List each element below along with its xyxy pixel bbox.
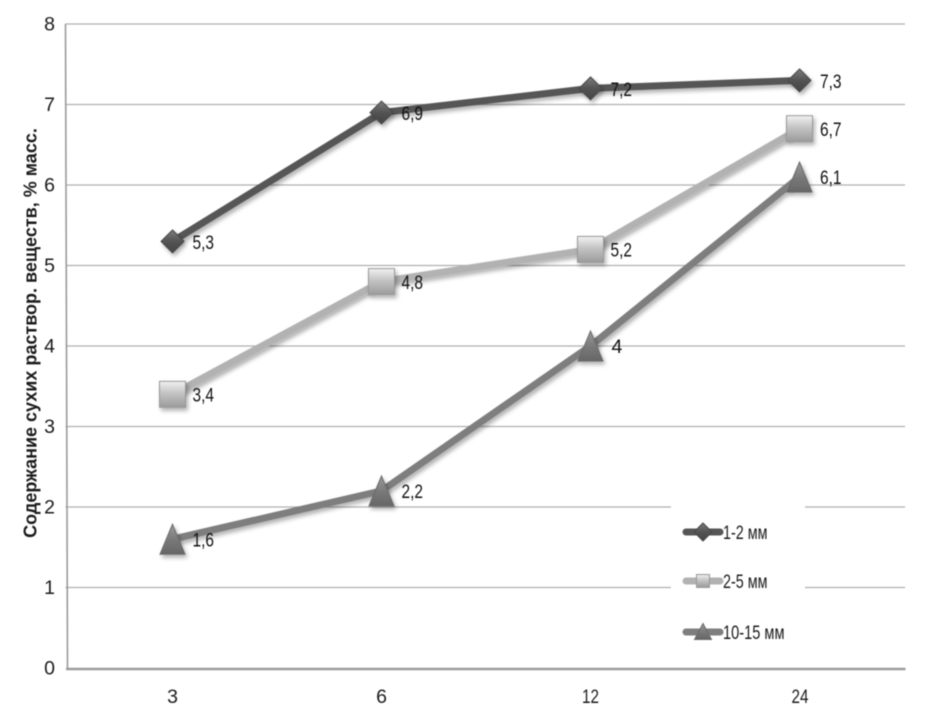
svg-text:1-2 мм: 1-2 мм [723, 522, 768, 544]
svg-text:6,7: 6,7 [820, 119, 842, 141]
svg-text:3: 3 [167, 686, 178, 708]
svg-text:3,4: 3,4 [193, 385, 215, 407]
svg-text:6,1: 6,1 [820, 167, 842, 189]
svg-text:1: 1 [44, 577, 55, 599]
svg-text:3: 3 [44, 416, 55, 438]
svg-text:4: 4 [44, 336, 55, 358]
svg-text:7: 7 [44, 94, 55, 116]
svg-text:10-15 мм: 10-15 мм [723, 622, 785, 644]
svg-text:2-5 мм: 2-5 мм [723, 571, 768, 593]
svg-text:1,6: 1,6 [193, 530, 215, 552]
svg-text:4: 4 [612, 336, 623, 358]
svg-text:2: 2 [44, 497, 55, 519]
svg-text:24: 24 [792, 686, 809, 708]
svg-text:Содержание сухих раствор. вещ: Содержание сухих раствор. веществ, % мас… [21, 128, 41, 538]
svg-text:5,2: 5,2 [611, 240, 633, 262]
svg-text:5: 5 [44, 255, 55, 277]
svg-text:4,8: 4,8 [402, 272, 424, 294]
svg-text:8: 8 [44, 14, 55, 36]
svg-text:6: 6 [44, 175, 55, 197]
svg-text:2,2: 2,2 [402, 481, 424, 503]
svg-text:6: 6 [376, 686, 387, 708]
svg-text:12: 12 [582, 686, 599, 708]
svg-text:7,2: 7,2 [611, 79, 633, 101]
svg-text:7,3: 7,3 [820, 71, 842, 93]
svg-text:5,3: 5,3 [193, 232, 215, 254]
svg-text:0: 0 [44, 658, 55, 680]
svg-text:6,9: 6,9 [402, 103, 424, 125]
